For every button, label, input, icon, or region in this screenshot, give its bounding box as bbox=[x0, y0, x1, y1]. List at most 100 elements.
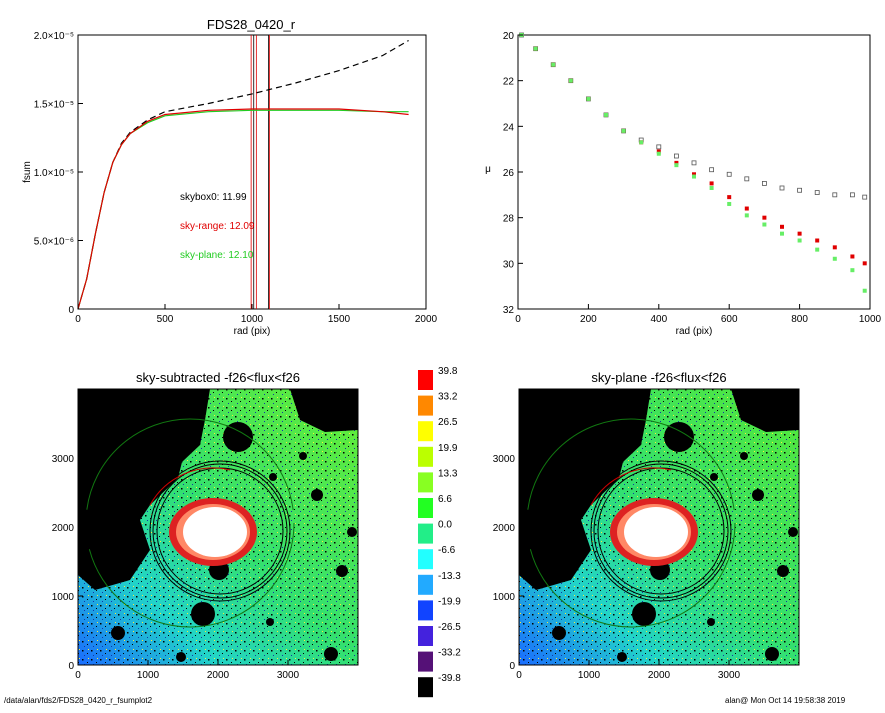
mu-point bbox=[815, 247, 820, 252]
mu-point bbox=[850, 192, 855, 198]
y-tick-label: 2.0×10⁻⁵ bbox=[34, 31, 74, 42]
sky-plane-yticks: 0 1000 2000 3000 bbox=[493, 454, 524, 672]
mu-point bbox=[656, 149, 661, 154]
x-tick-label: 600 bbox=[721, 314, 738, 325]
mu-point bbox=[551, 62, 556, 67]
colorbar-label: -39.8 bbox=[438, 673, 461, 684]
annotation-sky-plane: sky-plane: 12.10 bbox=[180, 250, 254, 261]
mu-yticks: 20 22 24 26 28 30 32 bbox=[503, 31, 523, 316]
mu-point bbox=[709, 185, 714, 190]
mu-point bbox=[674, 163, 679, 168]
colorbar-swatch bbox=[418, 600, 433, 621]
aperture-lines bbox=[250, 35, 270, 309]
mu-point bbox=[604, 112, 608, 117]
mu-point bbox=[832, 245, 837, 250]
colorbar-label: -6.6 bbox=[438, 545, 456, 556]
annotation-sky-range: sky-range: 12.09 bbox=[180, 221, 255, 232]
y-tick-label: 24 bbox=[503, 122, 515, 133]
mu-point bbox=[744, 176, 750, 182]
colorbar-label: 26.5 bbox=[438, 417, 458, 428]
mu-point bbox=[832, 192, 838, 198]
footer-timestamp: alan@ Mon Oct 14 19:58:38 2019 bbox=[725, 696, 846, 705]
colorbar-label: 39.8 bbox=[438, 366, 458, 377]
x-tick-label: 0 bbox=[75, 670, 81, 681]
x-tick-label: 3000 bbox=[718, 670, 741, 681]
colorbar-label: -13.3 bbox=[438, 571, 461, 582]
mu-point bbox=[779, 185, 785, 191]
mu-xticks: 0 200 400 600 800 1000 bbox=[515, 304, 882, 325]
mu-point bbox=[744, 206, 749, 211]
y-tick-label: 3000 bbox=[493, 454, 516, 465]
y-tick-label: 0 bbox=[509, 661, 515, 672]
mu-point bbox=[815, 238, 820, 243]
sky-subtracted-xticks: 0 1000 2000 3000 bbox=[75, 660, 300, 681]
y-tick-label: 2000 bbox=[52, 523, 75, 534]
mu-point bbox=[862, 194, 868, 200]
colorbar-label: 13.3 bbox=[438, 468, 458, 479]
x-tick-label: 2000 bbox=[207, 670, 230, 681]
fsum-series-line bbox=[77, 108, 409, 310]
colorbar-swatch bbox=[418, 446, 433, 467]
x-tick-label: 200 bbox=[580, 314, 597, 325]
sky-plane-title: sky-plane -f26<flux<f26 bbox=[591, 370, 726, 385]
mu-point bbox=[797, 187, 802, 193]
mu-series bbox=[519, 32, 868, 293]
fsum-frame bbox=[77, 34, 427, 310]
x-tick-label: 800 bbox=[791, 314, 808, 325]
fsum-panel: FDS28_0420_r 0 500 1000 1500 2000 0 5.0×10⁻⁶ 1… bbox=[22, 17, 438, 337]
x-tick-label: 1000 bbox=[241, 314, 264, 325]
y-tick-label: 32 bbox=[503, 305, 515, 316]
mu-point bbox=[780, 224, 784, 229]
y-tick-label: 2000 bbox=[493, 523, 516, 534]
mu-panel: 0 200 400 600 800 1000 20 22 24 26 28 30 32 rad (pi… bbox=[485, 31, 881, 337]
sky-subtracted-panel: sky-subtracted -f26<flux<f26 bbox=[52, 370, 359, 681]
fsum-ylabel: fsum bbox=[22, 161, 33, 183]
y-tick-label: 1000 bbox=[52, 592, 75, 603]
mu-point bbox=[692, 174, 696, 179]
colorbar-swatch bbox=[418, 421, 433, 442]
y-tick-label: 3000 bbox=[52, 454, 75, 465]
x-tick-label: 0 bbox=[515, 314, 521, 325]
colorbar-swatch bbox=[418, 677, 433, 698]
mu-frame bbox=[517, 34, 871, 310]
x-tick-label: 500 bbox=[157, 314, 174, 325]
mu-point bbox=[814, 190, 820, 195]
sky-subtracted-yticks: 0 1000 2000 3000 bbox=[52, 454, 83, 672]
colorbar-swatch bbox=[418, 523, 433, 544]
x-tick-label: 2000 bbox=[648, 670, 671, 681]
colorbar-swatch bbox=[418, 626, 433, 646]
mu-point bbox=[762, 222, 767, 227]
mu-point bbox=[568, 78, 573, 83]
mu-point bbox=[726, 171, 732, 177]
mu-point bbox=[586, 96, 591, 101]
x-tick-label: 400 bbox=[650, 314, 667, 325]
mu-point bbox=[797, 238, 802, 243]
x-tick-label: 1000 bbox=[137, 670, 160, 681]
mu-point bbox=[744, 213, 749, 218]
fsum-yticks: 0 5.0×10⁻⁶ 1.0×10⁻⁵ 1.5×10⁻⁵ 2.0×10⁻⁵ bbox=[34, 31, 83, 316]
mu-point bbox=[639, 140, 644, 145]
colorbar-label: 19.9 bbox=[438, 443, 458, 454]
y-tick-label: 1.5×10⁻⁵ bbox=[34, 100, 74, 111]
y-tick-label: 28 bbox=[503, 214, 515, 225]
mu-point bbox=[850, 268, 855, 273]
fsum-xticks: 0 500 1000 1500 2000 bbox=[75, 304, 438, 325]
colorbar-swatch bbox=[418, 395, 433, 416]
colorbar-label: 6.6 bbox=[438, 494, 452, 505]
mu-point bbox=[727, 195, 732, 200]
colorbar-swatch bbox=[418, 574, 433, 595]
annotation-skybox0: skybox0: 11.99 bbox=[180, 192, 247, 203]
x-tick-label: 1000 bbox=[859, 314, 882, 325]
mu-point bbox=[674, 160, 679, 165]
mu-point bbox=[862, 288, 867, 293]
mu-point bbox=[762, 215, 767, 220]
sky-subtracted-image bbox=[78, 389, 358, 665]
mu-point bbox=[862, 261, 867, 266]
x-tick-label: 1500 bbox=[328, 314, 351, 325]
mu-ylabel: μ bbox=[485, 164, 491, 175]
sky-plane-image bbox=[519, 389, 799, 665]
fsum-series bbox=[77, 39, 409, 310]
y-tick-label: 0 bbox=[68, 661, 74, 672]
mu-point bbox=[656, 151, 661, 156]
x-tick-label: 3000 bbox=[277, 670, 300, 681]
